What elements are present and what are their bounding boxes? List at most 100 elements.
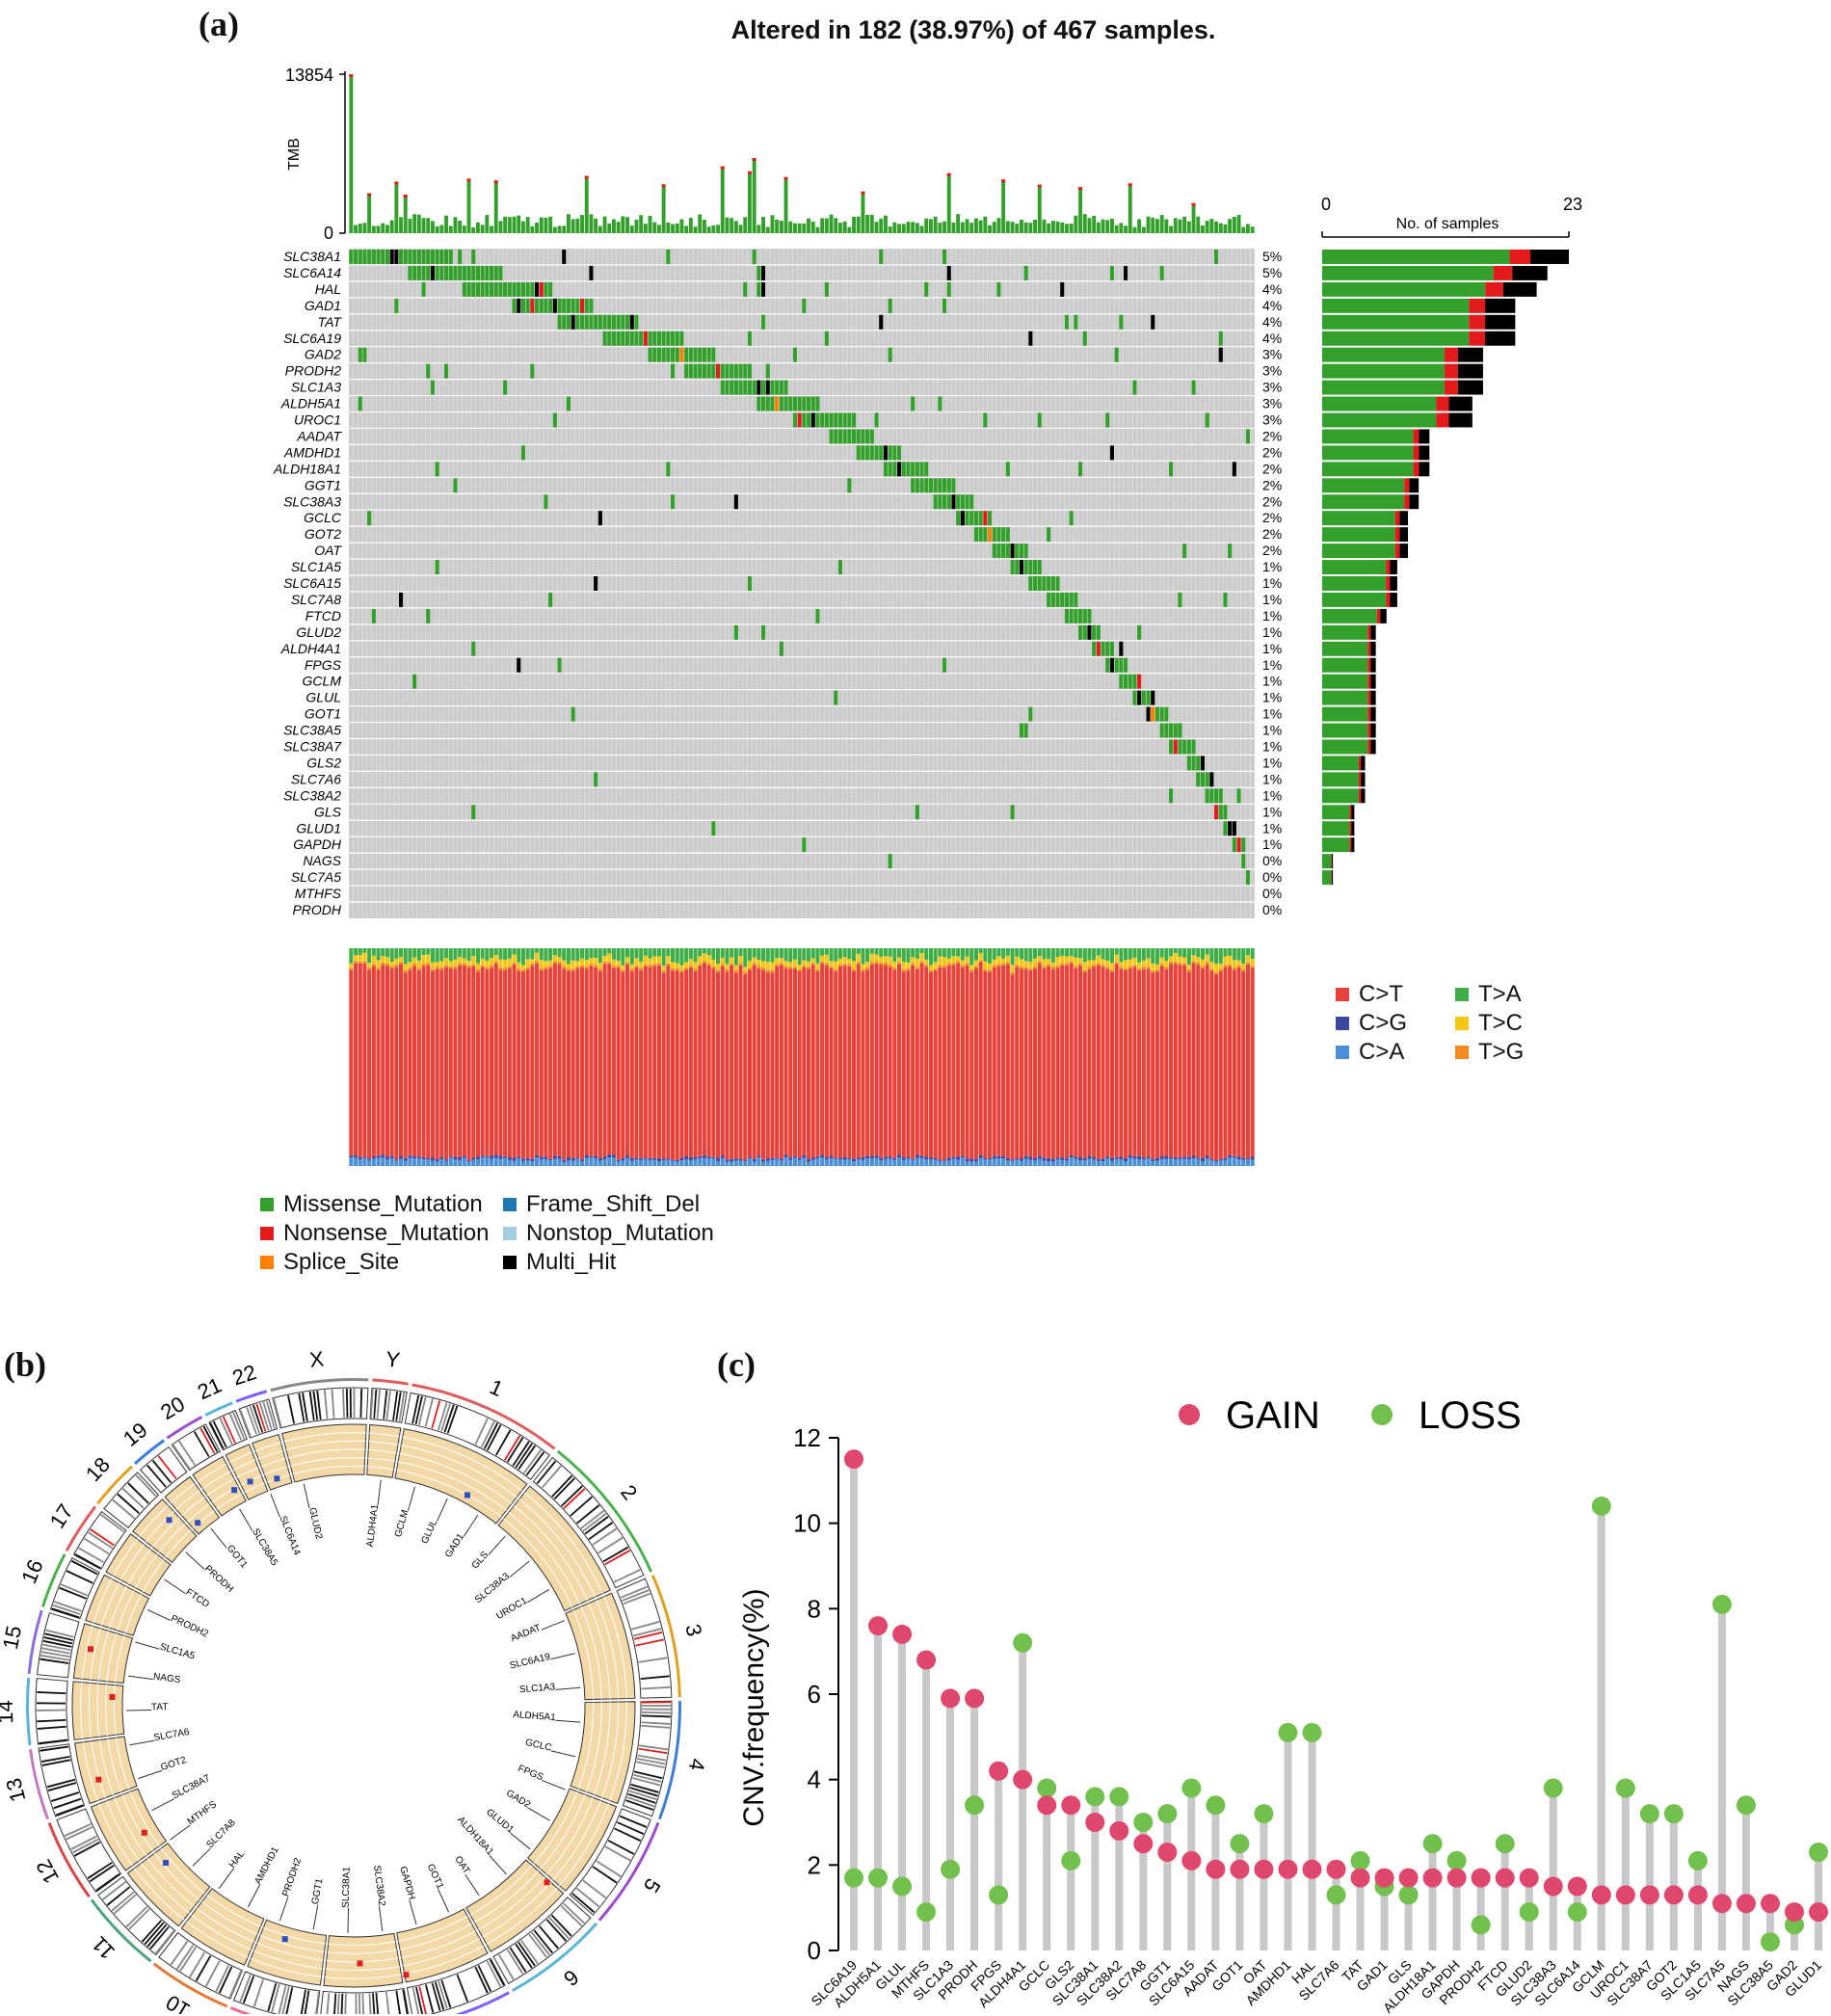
mutation-cell [1164, 723, 1169, 738]
cytoband [128, 1908, 150, 1930]
cytoband [135, 1473, 157, 1498]
cnv-stem [1380, 1877, 1389, 1950]
tmb-bar [616, 222, 621, 233]
tmb-bar [354, 225, 358, 233]
mutation-cell [1154, 706, 1159, 722]
mutation-cell [530, 298, 535, 313]
snv-segment [1019, 967, 1023, 969]
snv-segment [385, 1159, 389, 1166]
mutation-cell [775, 380, 780, 395]
cnv-gain-point [1374, 1868, 1394, 1888]
cnv-loss-point [916, 1902, 937, 1923]
mutation-cell [1232, 837, 1236, 853]
mutation-cell [1205, 788, 1209, 804]
mutation-cell [498, 281, 503, 297]
snv-segment [671, 962, 676, 968]
cytoband [66, 1570, 93, 1584]
mutation-cell [743, 380, 748, 395]
mutation-cell [960, 494, 965, 510]
snv-segment [520, 948, 525, 966]
mutation-cell [919, 478, 924, 493]
mutation-cell [471, 805, 476, 820]
sample-bar [1349, 821, 1352, 836]
mutation-cell [1164, 706, 1169, 722]
mutation-cell [711, 821, 716, 836]
tmb-bar [942, 221, 946, 233]
mutation-cell [1182, 544, 1187, 559]
chromosome-ideogram [404, 1392, 551, 1480]
oncoplot: SLC38A1 5%SLC6A14 5%HAL 4%GAD1 4%TAT 4%SLC6A1… [273, 66, 1582, 1166]
cnv-stem [1500, 1844, 1509, 1950]
snv-segment [453, 1159, 458, 1166]
snv-segment [1119, 1156, 1124, 1159]
snv-segment [652, 1157, 657, 1160]
snv-segment [656, 1161, 661, 1166]
snv-segment [711, 1158, 716, 1166]
snv-segment [788, 948, 793, 963]
snv-segment [688, 959, 693, 967]
sample-bar [1394, 544, 1400, 559]
snv-segment [629, 1157, 634, 1161]
snv-segment [946, 1160, 951, 1166]
cytoband [222, 1416, 236, 1444]
mutation-cell [1101, 641, 1105, 656]
snv-segment [969, 1158, 974, 1162]
snv-segment [1064, 963, 1069, 966]
snv-segment [1015, 956, 1020, 965]
snv-segment [1028, 970, 1033, 1157]
snv-segment [1001, 948, 1006, 959]
snv-segment [752, 1158, 756, 1162]
cnv-stem [1332, 1869, 1340, 1950]
gene-percent: 2% [1262, 477, 1282, 492]
cnv-loss-point [868, 1868, 889, 1888]
mutation-cell [815, 396, 820, 411]
snv-segment [1186, 964, 1191, 970]
mutation-cell [733, 494, 738, 510]
tmb-bar-top [1037, 184, 1042, 188]
snv-segment [1078, 1156, 1083, 1161]
tmb-bar [897, 224, 901, 233]
cnv-loss-point [1760, 1932, 1780, 1952]
mutation-cell [824, 331, 829, 346]
tmb-bar [493, 180, 498, 233]
cytoband [47, 1782, 77, 1791]
snv-segment [743, 967, 748, 972]
snv-segment [725, 964, 730, 970]
snv-segment [756, 968, 761, 1156]
snv-segment [1037, 1158, 1042, 1166]
mutation-cell [453, 265, 458, 280]
snv-segment [783, 961, 788, 967]
sample-bar [1349, 805, 1352, 820]
sample-bar [1485, 298, 1516, 313]
mutation-cell [684, 363, 689, 379]
gene-label: SLC38A5 [283, 723, 341, 738]
cytoband [551, 1474, 573, 1498]
snv-segment [978, 960, 983, 963]
tmb-bar [389, 220, 394, 233]
snv-segment [684, 968, 689, 970]
snv-segment [725, 1159, 730, 1162]
snv-segment [888, 956, 892, 966]
snv-segment [557, 964, 562, 1157]
snv-segment [911, 1159, 916, 1166]
snv-segment [1218, 1160, 1223, 1166]
tmb-bar [376, 225, 381, 233]
snv-segment [381, 962, 385, 966]
tmb-bar-top [946, 172, 951, 176]
snv-segment [829, 968, 834, 1156]
mutation-cell [988, 511, 993, 526]
mutation-cell [847, 429, 852, 444]
snv-segment [362, 948, 367, 953]
mutation-cell [525, 281, 530, 297]
mutation-cell [1132, 380, 1137, 395]
snv-segment [571, 1157, 575, 1161]
snv-segment [1060, 1160, 1065, 1166]
cnv-loss-point [1085, 1787, 1105, 1807]
mutation-cell [421, 281, 426, 297]
snv-segment [1087, 968, 1092, 1156]
circos-gene-label: FTCD [184, 1587, 211, 1610]
mutation-cell [738, 363, 743, 379]
snv-segment [992, 1155, 996, 1159]
circos-gene-label: PRODH2 [169, 1613, 210, 1640]
sample-bar [1370, 624, 1376, 640]
